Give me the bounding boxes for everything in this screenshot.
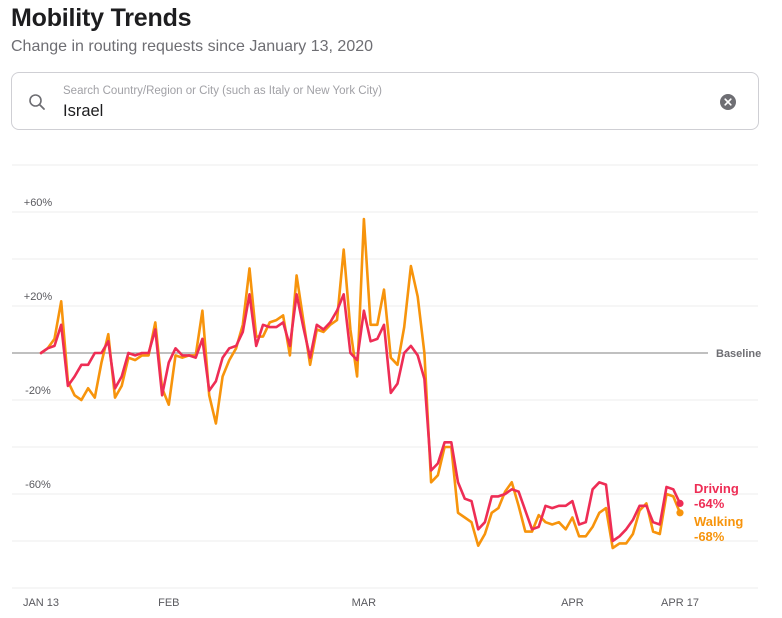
search-input[interactable]: Israel bbox=[63, 102, 104, 120]
series-name-walking: Walking bbox=[694, 514, 743, 529]
y-tick-label: -60% bbox=[25, 479, 51, 491]
x-tick-label: APR 17 bbox=[661, 597, 699, 609]
y-tick-label: +60% bbox=[24, 197, 53, 209]
y-axis-ticks: +60% +20% -20% -60% bbox=[24, 197, 53, 491]
page-title: Mobility Trends bbox=[11, 4, 192, 32]
series-end-dot-driving bbox=[676, 499, 684, 507]
search-box[interactable]: Search Country/Region or City (such as I… bbox=[11, 72, 759, 130]
series-end-dot-walking bbox=[676, 509, 684, 517]
x-tick-label: MAR bbox=[352, 597, 377, 609]
series-name-driving: Driving bbox=[694, 481, 739, 496]
y-tick-label: -20% bbox=[25, 385, 51, 397]
baseline-label: Baseline bbox=[716, 348, 761, 360]
series-line-walking bbox=[39, 217, 682, 550]
x-tick-label: FEB bbox=[158, 597, 179, 609]
y-tick-label: +20% bbox=[24, 291, 53, 303]
page-subtitle: Change in routing requests since January… bbox=[11, 38, 374, 55]
search-placeholder: Search Country/Region or City (such as I… bbox=[63, 85, 382, 97]
grid-lines bbox=[12, 164, 758, 589]
x-tick-label: APR bbox=[561, 597, 584, 609]
series-line-driving bbox=[39, 292, 682, 543]
series-value-walking: -68% bbox=[694, 529, 725, 544]
clear-icon[interactable] bbox=[720, 94, 736, 110]
series-value-driving: -64% bbox=[694, 496, 725, 511]
search-icon bbox=[29, 94, 45, 110]
x-tick-label: JAN 13 bbox=[23, 597, 59, 609]
series-lines: Driving-64% Walking-68% bbox=[39, 217, 743, 550]
x-axis-ticks: JAN 13 FEB MAR APR APR 17 bbox=[23, 597, 699, 609]
mobility-chart: +60% +20% -20% -60% Baseline Driving-64% Wal… bbox=[12, 164, 761, 609]
